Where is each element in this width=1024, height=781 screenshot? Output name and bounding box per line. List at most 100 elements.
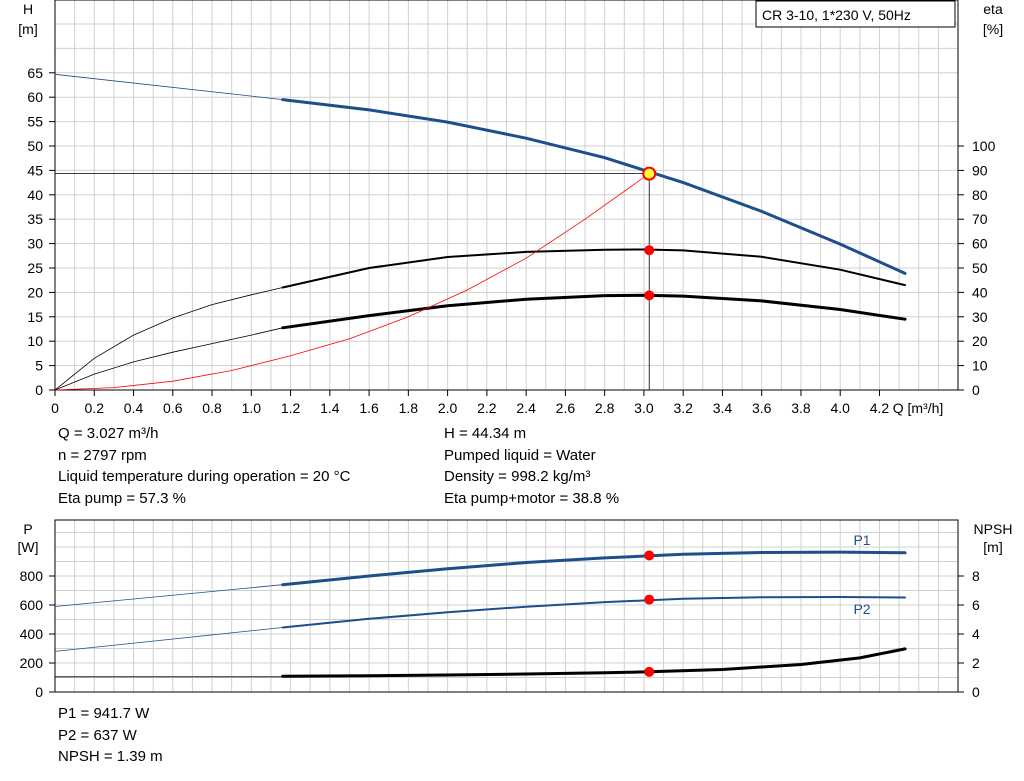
- info-eta-pump-motor: Eta pump+motor = 38.8 %: [444, 489, 620, 507]
- info-p1: P1 = 941.7 W: [58, 705, 150, 722]
- p1-series-label: P1: [853, 532, 870, 548]
- qh-left-tick-label: 60: [27, 89, 43, 105]
- info-p2: P2 = 637 W: [58, 726, 137, 744]
- qh-right-tick-label: 50: [972, 260, 988, 276]
- qh-x-tick-label: 1.8: [399, 400, 419, 416]
- qh-x-tick-label: 0.6: [163, 400, 183, 416]
- power-y2label-unit: [m]: [983, 539, 1002, 555]
- power-ylabel: P: [23, 521, 32, 537]
- qh-x-tick-label: 0: [51, 400, 59, 416]
- qh-left-tick-label: 65: [27, 65, 43, 81]
- qh-x-tick-label: 3.2: [673, 400, 693, 416]
- power-left-tick-label: 800: [20, 568, 44, 584]
- qh-ylabel-unit: [m]: [18, 21, 37, 37]
- qh-right-tick-label: 20: [972, 333, 988, 349]
- qh-left-tick-label: 40: [27, 187, 43, 203]
- qh-left-tick-label: 35: [27, 211, 43, 227]
- qh-left-tick-label: 25: [27, 260, 43, 276]
- qh-right-tick-label: 10: [972, 358, 988, 374]
- qh-right-tick-label: 90: [972, 162, 988, 178]
- qh-ylabel: H: [23, 1, 33, 17]
- info-head: H = 44.34 m: [444, 425, 527, 442]
- qh-left-tick-label: 15: [27, 309, 43, 325]
- p2-series-label: P2: [853, 601, 870, 617]
- qh-left-tick-label: 55: [27, 114, 43, 130]
- qh-right-tick-label: 30: [972, 309, 988, 325]
- eta-pump-operating-marker: [644, 245, 655, 256]
- qh-series-eta-pump: [281, 248, 906, 289]
- qh-x-tick-label: 4.0: [830, 400, 850, 416]
- qh-right-tick-label: 40: [972, 284, 988, 300]
- qh-x-tick-label: 3.6: [752, 400, 772, 416]
- power-right-tick-label: 6: [972, 597, 980, 613]
- power-right-tick-label: 4: [972, 626, 980, 642]
- info-density: Density = 998.2 kg/m³: [444, 468, 591, 485]
- info-flow: Q = 3.027 m³/h: [58, 425, 159, 442]
- qh-left-tick-label: 45: [27, 162, 43, 178]
- qh-title: CR 3-10, 1*230 V, 50Hz: [762, 7, 911, 23]
- npsh-operating-marker: [644, 666, 655, 677]
- qh-y2label-unit: [%]: [983, 21, 1003, 37]
- qh-x-tick-label: 2.4: [516, 400, 536, 416]
- qh-right-tick-label: 0: [972, 382, 980, 398]
- power-left-tick-label: 600: [20, 597, 44, 613]
- qh-x-tick-label: 1.6: [359, 400, 379, 416]
- power-series-P2: [281, 595, 906, 629]
- power-left-tick-label: 400: [20, 626, 44, 642]
- info-liquid-temperature: Liquid temperature during operation = 20…: [58, 468, 351, 485]
- power-right-tick-label: 8: [972, 568, 980, 584]
- qh-x-tick-label: 4.2: [870, 400, 890, 416]
- qh-y2label: eta: [983, 1, 1003, 17]
- power-right-tick-label: 0: [972, 684, 980, 700]
- qh-series-eta-total-extension: [54, 327, 283, 391]
- qh-x-tick-label: 2.6: [556, 400, 576, 416]
- qh-x-tick-label: 2.2: [477, 400, 497, 416]
- power-series-P1-extension: [54, 584, 283, 607]
- qh-series-eta-total: [281, 293, 907, 330]
- qh-series-head: [281, 98, 907, 275]
- head-operating-point-marker: [642, 166, 657, 181]
- qh-left-tick-label: 0: [35, 382, 43, 398]
- qh-left-tick-label: 5: [35, 358, 43, 374]
- info-right-column: H = 44.34 m Pumped liquid = Water Densit…: [444, 423, 619, 509]
- qh-left-tick-label: 50: [27, 138, 43, 154]
- p1-operating-marker: [644, 550, 655, 561]
- qh-right-tick-label: 100: [972, 138, 996, 154]
- info-pumped-liquid: Pumped liquid = Water: [444, 446, 596, 464]
- power-series-P1: [281, 550, 907, 587]
- info-eta-pump: Eta pump = 57.3 %: [58, 489, 186, 507]
- power-plot-frame: [54, 519, 959, 693]
- qh-right-tick-label: 80: [972, 187, 988, 203]
- qh-x-tick-label: 0.4: [124, 400, 144, 416]
- qh-series-system-curve: [54, 173, 650, 391]
- eta-total-operating-marker: [644, 290, 655, 301]
- power-y2label: NPSH: [974, 521, 1013, 537]
- info-power-npsh: P1 = 941.7 W P2 = 637 W NPSH = 1.39 m: [58, 703, 163, 768]
- qh-xlabel: Q [m³/h]: [893, 400, 944, 416]
- qh-title-box: [755, 0, 956, 28]
- info-npsh: NPSH = 1.39 m: [58, 748, 163, 765]
- qh-series-eta-pump-extension: [54, 287, 283, 391]
- power-left-tick-label: 200: [20, 655, 44, 671]
- power-series-NPSH: [281, 647, 907, 678]
- power-series-P2-extension: [54, 627, 283, 652]
- qh-series-head-extension: [54, 73, 283, 100]
- qh-x-tick-label: 3.0: [634, 400, 654, 416]
- qh-x-tick-label: 3.4: [713, 400, 733, 416]
- info-speed: n = 2797 rpm: [58, 446, 147, 464]
- qh-x-tick-label: 2.0: [438, 400, 458, 416]
- qh-x-tick-label: 1.2: [281, 400, 301, 416]
- qh-left-tick-label: 20: [27, 284, 43, 300]
- p2-operating-marker: [644, 594, 655, 605]
- qh-x-tick-label: 0.2: [85, 400, 105, 416]
- info-left-column: Q = 3.027 m³/h n = 2797 rpm Liquid tempe…: [58, 423, 350, 509]
- qh-x-tick-label: 3.8: [791, 400, 811, 416]
- qh-right-tick-label: 60: [972, 236, 988, 252]
- power-left-tick-label: 0: [35, 684, 43, 700]
- qh-x-tick-label: 1.0: [242, 400, 262, 416]
- power-right-tick-label: 2: [972, 655, 980, 671]
- qh-x-tick-label: 1.4: [320, 400, 340, 416]
- qh-right-tick-label: 70: [972, 211, 988, 227]
- qh-x-tick-label: 0.8: [202, 400, 222, 416]
